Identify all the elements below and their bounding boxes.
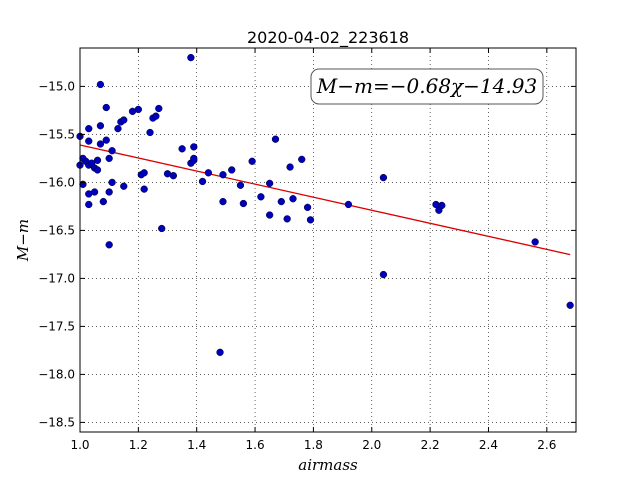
- data-point: [108, 147, 116, 155]
- x-tick-label: 1.0: [70, 438, 89, 452]
- data-point: [105, 154, 113, 163]
- y-tick-label: −15.5: [38, 127, 75, 141]
- data-point: [531, 238, 539, 246]
- data-point: [344, 200, 353, 209]
- data-point: [108, 178, 116, 187]
- y-tick-label: −18.0: [38, 367, 75, 381]
- data-point: [93, 156, 102, 164]
- data-point: [219, 197, 227, 206]
- data-point: [566, 301, 574, 309]
- annotation-text: M−m=−0.68χ−14.93: [316, 74, 537, 98]
- data-point: [90, 188, 99, 196]
- y-tick-label: −18.5: [38, 415, 75, 429]
- y-tick-labels: −15.0 −15.5 −16.0 −16.5 −17.0 −17.5 −18.0 −18.5: [38, 79, 75, 429]
- y-tick-label: −17.0: [38, 271, 75, 285]
- data-point: [96, 140, 105, 148]
- data-point: [85, 200, 93, 209]
- x-tick-label: 1.6: [246, 438, 265, 452]
- data-point: [120, 116, 128, 124]
- x-tick-label: 2.4: [479, 438, 498, 452]
- data-point: [438, 201, 446, 210]
- data-point: [105, 241, 113, 249]
- data-point: [85, 137, 93, 145]
- data-point: [198, 177, 207, 186]
- y-tick-label: −16.0: [38, 175, 75, 189]
- data-point: [146, 128, 154, 137]
- data-point: [178, 145, 186, 153]
- data-point: [298, 155, 306, 164]
- data-point: [102, 103, 110, 112]
- data-point: [306, 216, 315, 224]
- chart-title: 2020-04-02_223618: [247, 28, 409, 48]
- data-point: [140, 169, 148, 177]
- data-point: [277, 197, 285, 206]
- data-point: [257, 193, 265, 201]
- y-tick-label: −17.5: [38, 319, 75, 333]
- x-tick-labels: 1.0 1.2 1.4 1.6 1.8 2.0 2.2 2.4 2.6: [70, 438, 556, 452]
- x-tick-label: 2.0: [362, 438, 381, 452]
- data-point: [303, 203, 312, 212]
- data-point: [102, 136, 110, 144]
- data-point: [155, 104, 163, 113]
- data-point: [96, 80, 105, 89]
- data-point: [114, 124, 122, 133]
- data-point: [379, 173, 388, 182]
- plot-frame: [79, 47, 577, 433]
- y-axis-label: M−m: [14, 219, 32, 262]
- data-point: [219, 171, 227, 179]
- grid-lines: [79, 48, 576, 432]
- x-tick-label: 1.2: [129, 438, 148, 452]
- data-point: [236, 181, 245, 189]
- y-tick-label: −15.0: [38, 79, 75, 93]
- data-point: [228, 166, 236, 174]
- data-point: [96, 122, 105, 130]
- data-point: [289, 195, 297, 203]
- data-point: [204, 169, 213, 177]
- data-point: [265, 179, 274, 188]
- data-point: [140, 185, 148, 193]
- data-point: [283, 215, 291, 223]
- data-point: [105, 188, 113, 196]
- data-point: [158, 224, 166, 233]
- data-point: [93, 166, 102, 174]
- x-tick-label: 2.2: [421, 438, 440, 452]
- data-point: [120, 182, 128, 190]
- data-point: [85, 124, 93, 133]
- y-tick-label: −16.5: [38, 223, 75, 237]
- x-axis-label: airmass: [298, 456, 358, 474]
- fit-line-layer: [79, 144, 571, 256]
- axis-ticks: [79, 48, 576, 432]
- data-point: [152, 112, 160, 120]
- data-point: [265, 211, 274, 219]
- equation-annotation: M−m=−0.68χ−14.93: [310, 68, 544, 105]
- data-point: [248, 157, 256, 165]
- data-point: [99, 197, 107, 206]
- data-point: [134, 105, 143, 114]
- fit-line: [79, 144, 571, 256]
- data-point: [286, 163, 294, 171]
- data-point: [271, 135, 280, 143]
- data-point: [187, 53, 195, 62]
- x-tick-label: 1.4: [187, 438, 206, 452]
- data-point: [169, 172, 178, 180]
- data-point: [190, 154, 198, 163]
- annotation-box: [310, 68, 544, 105]
- data-point: [239, 199, 248, 208]
- data-point: [379, 270, 388, 279]
- data-point: [216, 348, 224, 356]
- data-point: [190, 143, 198, 151]
- x-tick-label: 1.8: [304, 438, 323, 452]
- x-tick-label: 2.6: [537, 438, 556, 452]
